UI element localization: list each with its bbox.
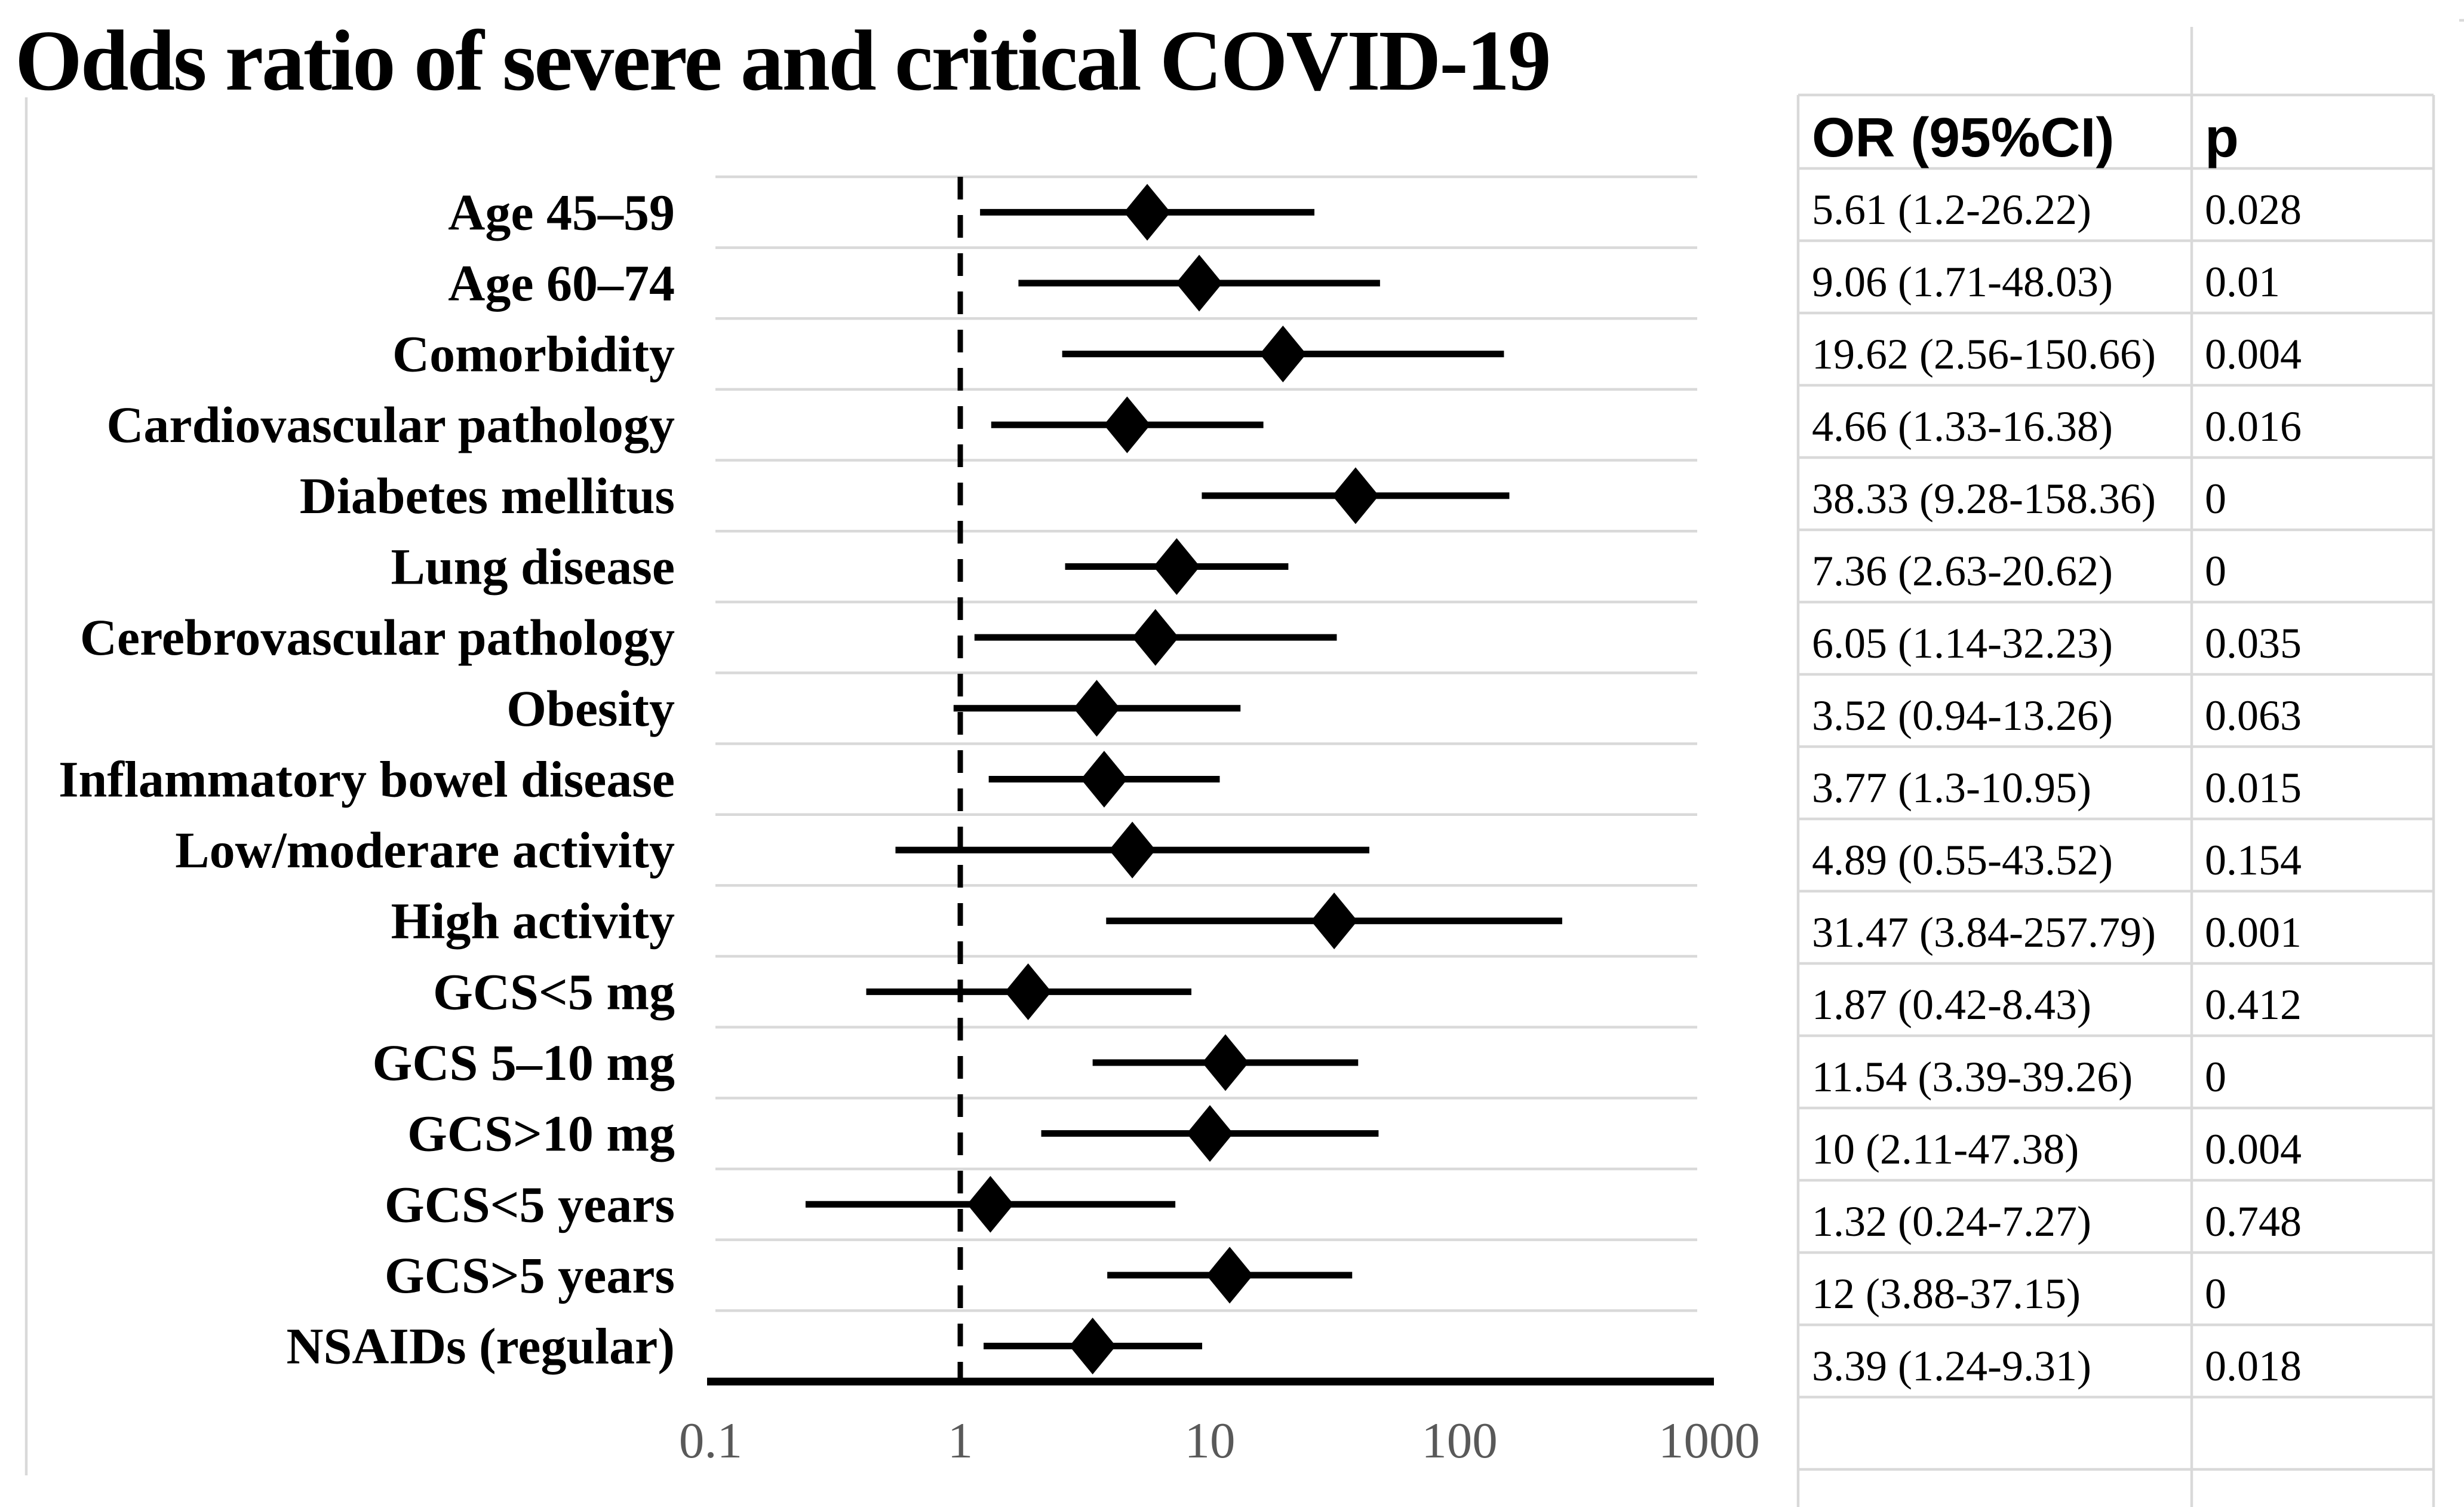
table-cell-or-ci: 3.77 (1.3-10.95) xyxy=(1812,764,2091,812)
table-cell-p: 0.004 xyxy=(2205,330,2302,378)
table-cell-p: 0.018 xyxy=(2205,1342,2302,1390)
table-cell-p: 0.016 xyxy=(2205,403,2302,450)
table-cell-p: 0.01 xyxy=(2205,258,2280,306)
table-cell-p: 0.063 xyxy=(2205,692,2302,739)
table-cell-p: 0.154 xyxy=(2205,836,2302,884)
x-tick-label: 1 xyxy=(948,1413,973,1469)
row-label: NSAIDs (regular) xyxy=(286,1318,675,1375)
or-diamond xyxy=(967,1175,1014,1233)
x-axis-tick-labels: 0.1 1 10 100 1000 xyxy=(679,1413,1760,1469)
table-body: 5.61 (1.2-26.22) 0.028 9.06 (1.71-48.03) 0.… xyxy=(1812,186,2302,1390)
row-label: Low/moderare activity xyxy=(175,821,675,879)
row-label: Cerebrovascular pathology xyxy=(80,609,675,666)
row-label: Inflammatory bowel disease xyxy=(59,750,675,808)
table-cell-p: 0.412 xyxy=(2205,981,2302,1029)
table-cell-or-ci: 12 (3.88-37.15) xyxy=(1812,1270,2081,1318)
table-cell-p: 0 xyxy=(2205,1053,2226,1101)
table-cell-p: 0 xyxy=(2205,547,2226,595)
or-diamond xyxy=(1132,609,1179,666)
forest-plot-marks xyxy=(805,183,1562,1375)
or-diamond xyxy=(1187,1105,1233,1162)
row-label: Age 45–59 xyxy=(448,183,675,241)
table-cell-or-ci: 38.33 (9.28-158.36) xyxy=(1812,475,2156,523)
table-cell-p: 0.004 xyxy=(2205,1125,2302,1173)
table-cell-or-ci: 5.61 (1.2-26.22) xyxy=(1812,186,2091,234)
or-diamond xyxy=(1124,183,1171,241)
table-cell-p: 0.015 xyxy=(2205,764,2302,812)
table-cell-or-ci: 9.06 (1.71-48.03) xyxy=(1812,258,2113,306)
row-label: Lung disease xyxy=(391,538,675,596)
table-cell-or-ci: 11.54 (3.39-39.26) xyxy=(1812,1053,2133,1101)
table-cell-or-ci: 31.47 (3.84-257.79) xyxy=(1812,909,2156,956)
table-cell-or-ci: 7.36 (2.63-20.62) xyxy=(1812,547,2113,595)
table-cell-p: 0.028 xyxy=(2205,186,2302,234)
or-diamond xyxy=(1080,750,1127,808)
table-cell-or-ci: 4.66 (1.33-16.38) xyxy=(1812,403,2113,450)
row-label: GCS>5 years xyxy=(385,1247,675,1304)
x-tick-label: 10 xyxy=(1185,1413,1236,1469)
table-header-p: p xyxy=(2205,106,2239,168)
table-cell-or-ci: 3.39 (1.24-9.31) xyxy=(1812,1342,2091,1390)
or-diamond xyxy=(1004,963,1052,1020)
or-diamond xyxy=(1073,680,1120,737)
table-row-lines xyxy=(1798,93,2434,1471)
table-header-or: OR (95%CI) xyxy=(1812,106,2114,168)
or-diamond xyxy=(1104,396,1151,453)
table-cell-p: 0.748 xyxy=(2205,1198,2302,1245)
x-tick-label: 0.1 xyxy=(679,1413,742,1469)
table-cell-or-ci: 10 (2.11-47.38) xyxy=(1812,1125,2079,1173)
x-tick-label: 100 xyxy=(1421,1413,1498,1469)
row-label: Age 60–74 xyxy=(448,254,675,312)
row-label: Diabetes mellitus xyxy=(300,467,675,524)
or-diamond xyxy=(1069,1318,1116,1375)
or-diamond xyxy=(1202,1034,1249,1091)
row-label: GCS 5–10 mg xyxy=(373,1034,675,1091)
row-label: GCS>10 mg xyxy=(407,1105,675,1162)
or-diamond xyxy=(1332,467,1379,524)
or-diamond xyxy=(1176,254,1223,312)
plot-row-gridlines xyxy=(715,175,1697,1312)
row-labels: Age 45–59 Age 60–74 Comorbidity Cardiovascu… xyxy=(59,183,675,1374)
table-cell-or-ci: 3.52 (0.94-13.26) xyxy=(1812,692,2113,739)
table-cell-or-ci: 1.32 (0.24-7.27) xyxy=(1812,1198,2091,1245)
or-diamond xyxy=(1311,892,1358,950)
row-label: Comorbidity xyxy=(392,326,675,383)
or-diamond xyxy=(1259,326,1307,383)
or-diamond xyxy=(1206,1247,1253,1304)
table-cell-or-ci: 4.89 (0.55-43.52) xyxy=(1812,836,2113,884)
or-diamond xyxy=(1153,538,1200,596)
or-diamond xyxy=(1109,821,1156,879)
table-cell-or-ci: 1.87 (0.42-8.43) xyxy=(1812,981,2091,1029)
table-cell-p: 0 xyxy=(2205,475,2226,523)
x-tick-label: 1000 xyxy=(1658,1413,1760,1469)
table-cell-or-ci: 19.62 (2.56-150.66) xyxy=(1812,330,2156,378)
chart-title: Odds ratio of severe and critical COVID-… xyxy=(15,13,1550,109)
table-cell-or-ci: 6.05 (1.14-32.23) xyxy=(1812,619,2113,667)
row-label: Cardiovascular pathology xyxy=(106,396,675,453)
table-cell-p: 0.035 xyxy=(2205,619,2302,667)
row-label: High activity xyxy=(391,892,675,950)
table-cell-p: 0 xyxy=(2205,1270,2226,1318)
row-label: GCS<5 mg xyxy=(433,963,675,1020)
table-gridlines xyxy=(1796,19,2464,1507)
row-label: Obesity xyxy=(506,680,675,737)
table-cell-p: 0.001 xyxy=(2205,909,2302,956)
row-label: GCS<5 years xyxy=(385,1175,675,1233)
